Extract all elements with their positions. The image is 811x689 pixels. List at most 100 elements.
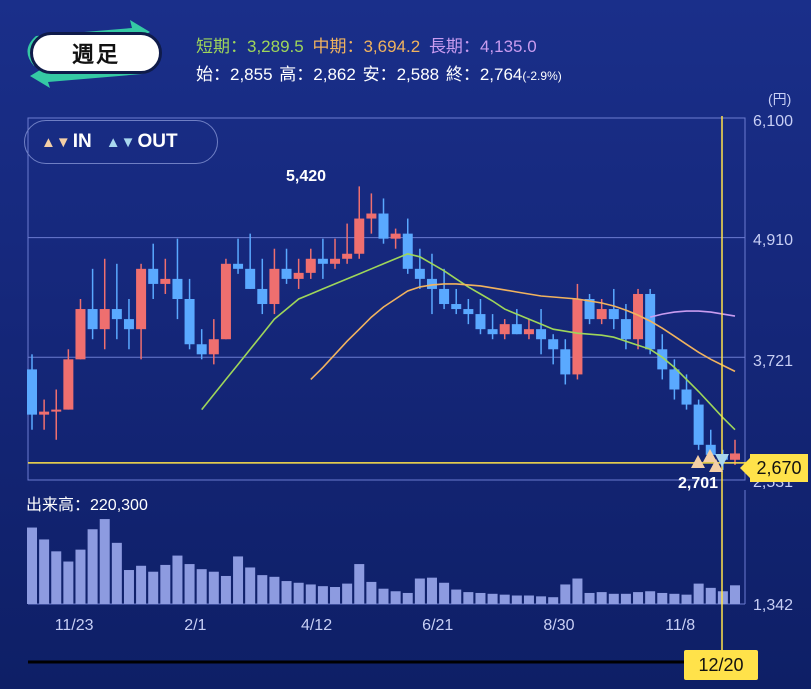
- volume-bar: [51, 551, 62, 604]
- volume-bar: [705, 587, 716, 604]
- y-tick-label: 4,910: [753, 232, 793, 249]
- volume-bar: [148, 571, 159, 604]
- signal-out-icon: ▲▼: [105, 133, 136, 151]
- close-value: 2,764: [479, 65, 523, 84]
- ma-values: 短期：3,289.5 中期：3,694.2 長期：4,135.0: [196, 32, 537, 57]
- candle-body: [536, 329, 547, 340]
- candle-body: [184, 299, 195, 345]
- ma-mid-value: 3,694.2: [363, 37, 421, 56]
- volume-axis-label: 1,342: [753, 597, 793, 614]
- volume-bar: [669, 593, 680, 604]
- cursor-date-tag[interactable]: 12/20: [684, 650, 758, 680]
- candle-body: [317, 258, 328, 264]
- volume-label: 出来高：220,300: [26, 496, 148, 514]
- volume-bar: [63, 561, 74, 604]
- chart-grid: [27, 117, 746, 664]
- signal-out-marker: [715, 454, 729, 467]
- volume-bar: [75, 549, 86, 604]
- volume-bar: [208, 571, 219, 604]
- period-toggle-button[interactable]: 週足: [14, 20, 166, 88]
- volume-bar: [536, 596, 547, 604]
- signal-legend[interactable]: ▲▼ IN ▲▼ OUT: [24, 120, 218, 164]
- volume-bar: [160, 564, 171, 604]
- candle-body: [426, 278, 437, 289]
- volume-bar: [523, 595, 534, 604]
- candle-body: [220, 263, 231, 340]
- open-label: 始：: [196, 65, 230, 84]
- candle-body: [596, 309, 607, 320]
- volume-bar: [560, 584, 571, 604]
- candle-body: [608, 309, 619, 320]
- volume-bar: [390, 591, 401, 604]
- open-value: 2,855: [230, 65, 273, 84]
- signal-in-marker: [691, 455, 705, 468]
- x-tick-label: 6/21: [422, 617, 453, 634]
- volume-bar: [39, 539, 50, 604]
- candle-body: [208, 339, 219, 355]
- cycle-arrows-icon: [27, 20, 155, 88]
- x-tick-label: 8/30: [543, 617, 574, 634]
- volume-bar: [342, 583, 353, 604]
- volume-bar: [548, 597, 559, 604]
- candlestick-series: [27, 186, 740, 470]
- volume-bar: [657, 592, 668, 604]
- candle-body: [293, 272, 304, 279]
- min-price-label: 2,701: [678, 475, 718, 492]
- candle-body: [366, 213, 377, 219]
- candle-body: [475, 314, 486, 330]
- volume-bar: [184, 564, 195, 604]
- y-unit-label: (円): [768, 91, 791, 107]
- volume-bar: [281, 581, 292, 604]
- volume-bar: [378, 588, 389, 604]
- chart-overlay: [28, 116, 750, 650]
- candle-body: [63, 359, 74, 410]
- candle-body: [87, 309, 98, 330]
- volume-bar: [511, 595, 522, 604]
- volume-bar: [608, 593, 619, 604]
- signal-in-toggle[interactable]: ▲▼ IN: [41, 131, 92, 153]
- volume-bar: [463, 592, 474, 604]
- candle-body: [463, 309, 474, 315]
- high-value: 2,862: [313, 65, 356, 84]
- candle-body: [148, 268, 159, 284]
- candle-body: [342, 253, 353, 259]
- volume-bar: [305, 584, 316, 604]
- candle-body: [99, 309, 110, 330]
- candle-body: [584, 299, 595, 320]
- candle-body: [245, 268, 256, 289]
- volume-bar: [317, 586, 328, 604]
- signal-in-marker: [709, 459, 723, 472]
- high-label: 高：: [279, 65, 314, 84]
- volume-bars: [27, 519, 740, 604]
- candle-body: [281, 268, 292, 279]
- candle-body: [560, 349, 571, 375]
- signal-out-toggle[interactable]: ▲▼ OUT: [106, 131, 178, 153]
- max-price-label: 5,420: [286, 168, 326, 185]
- close-label: 終：: [445, 65, 480, 84]
- volume-bar: [584, 592, 595, 604]
- x-tick-label: 4/12: [301, 617, 332, 634]
- volume-bar: [245, 567, 256, 604]
- volume-bar: [451, 589, 462, 604]
- candle-body: [172, 278, 183, 299]
- signal-in-icon: ▲▼: [41, 133, 71, 151]
- volume-bar: [633, 592, 644, 604]
- volume-bar: [136, 565, 147, 604]
- ma-mid-label: 中期：: [312, 37, 364, 56]
- candle-body: [27, 369, 37, 415]
- ma-short-label: 短期：: [196, 37, 247, 56]
- candle-body: [51, 409, 62, 412]
- volume-bar: [487, 593, 498, 604]
- ma-long-label: 長期：: [428, 37, 480, 56]
- current-price-tag: 2,670: [740, 454, 808, 482]
- volume-bar: [111, 542, 122, 604]
- candle-body: [378, 213, 389, 239]
- ma-long-value: 4,135.0: [479, 37, 537, 56]
- volume-bar: [693, 583, 704, 604]
- candle-body: [511, 324, 522, 335]
- x-tick-label: 2/1: [184, 617, 206, 634]
- x-tick-label: 11/23: [55, 617, 94, 634]
- candle-body: [681, 389, 692, 405]
